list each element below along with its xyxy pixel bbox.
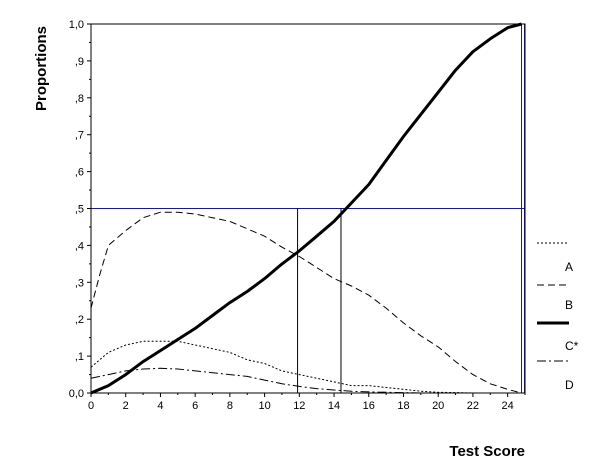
legend-label: D xyxy=(565,378,574,392)
y-tick-label: ,4 xyxy=(75,240,84,252)
legend-label: A xyxy=(565,260,573,274)
x-tick-label: 24 xyxy=(502,400,514,412)
y-tick-label: ,6 xyxy=(75,167,84,179)
x-tick-label: 14 xyxy=(328,400,340,412)
y-axis: 0,0 ,1 ,2 ,3 ,4 ,5 ,6 ,7 ,8 ,9 1,0 xyxy=(69,19,91,400)
x-tick-label: 8 xyxy=(227,400,233,412)
legend-label: C* xyxy=(565,339,579,353)
x-tick-label: 16 xyxy=(363,400,375,412)
x-tick-label: 10 xyxy=(258,400,270,412)
x-tick-label: 2 xyxy=(123,400,129,412)
series-line-c xyxy=(90,22,522,395)
y-tick-label: ,9 xyxy=(75,56,84,68)
x-tick-label: 0 xyxy=(88,400,94,412)
y-tick-label: ,1 xyxy=(75,351,84,363)
y-tick-label: ,7 xyxy=(75,130,84,142)
x-tick-label: 12 xyxy=(293,400,305,412)
series-line-b xyxy=(90,211,522,394)
x-axis: 0 2 4 6 8 10 12 14 16 18 20 22 24 xyxy=(88,393,526,412)
x-tick-label: 22 xyxy=(467,400,479,412)
y-tick-label: ,8 xyxy=(75,93,84,105)
y-axis-title: Proportions xyxy=(33,26,50,111)
x-tick-label: 18 xyxy=(397,400,409,412)
y-tick-label: ,5 xyxy=(75,204,84,216)
x-axis-title: Test Score xyxy=(449,443,525,460)
legend: A B C* D xyxy=(537,242,579,392)
y-tick-label: ,3 xyxy=(75,277,84,289)
series-line-a xyxy=(90,340,525,394)
y-tick-label: ,2 xyxy=(75,314,84,326)
x-tick-label: 6 xyxy=(192,400,198,412)
x-tick-label: 4 xyxy=(157,400,163,412)
y-tick-label: 1,0 xyxy=(69,19,84,31)
y-tick-label: 0,0 xyxy=(69,388,84,400)
legend-label: B xyxy=(565,298,573,312)
x-tick-label: 20 xyxy=(432,400,444,412)
